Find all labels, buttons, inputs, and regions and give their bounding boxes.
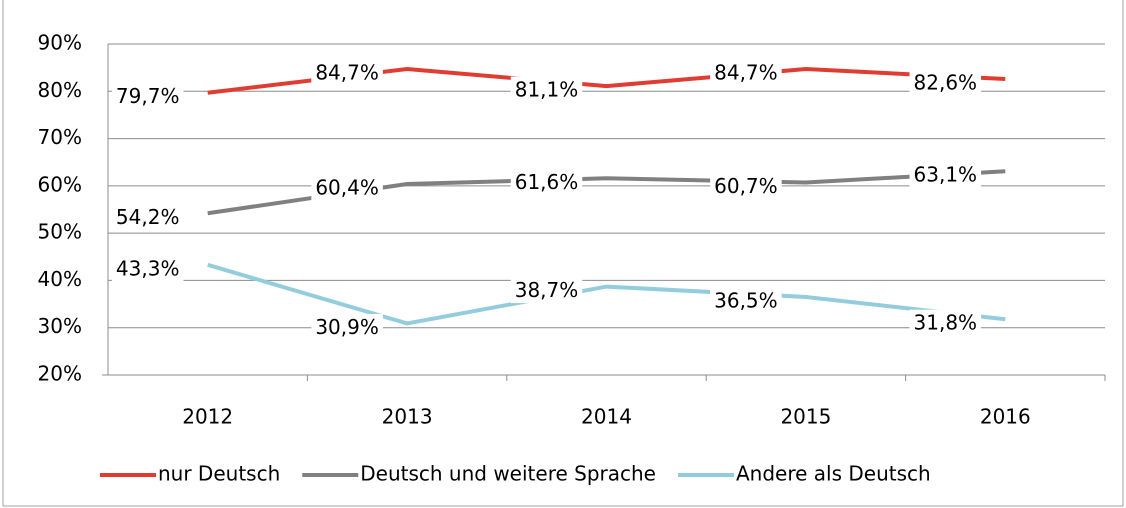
x-tick-label: 2015 [780, 405, 831, 429]
data-label-bg [311, 313, 383, 340]
x-tick-label: 2016 [980, 405, 1031, 429]
data-label: 30,9% [315, 315, 379, 339]
data-label-group: 54,2% [111, 203, 184, 230]
y-tick-label: 70% [38, 125, 82, 149]
data-label: 61,6% [515, 170, 579, 194]
data-label-group: 61,6% [510, 168, 583, 195]
data-label-group: 84,7% [311, 59, 383, 86]
y-tick-label: 80% [38, 78, 82, 102]
y-tick-label: 50% [38, 220, 82, 244]
legend-label: nur Deutsch [158, 462, 280, 486]
data-label: 31,8% [914, 311, 978, 335]
data-label-group: 36,5% [710, 287, 782, 314]
data-label: 38,7% [515, 278, 579, 302]
data-label: 60,4% [315, 175, 379, 199]
data-label-bg [710, 59, 782, 86]
data-label-group: 31,8% [909, 309, 982, 336]
data-label-group: 30,9% [311, 313, 383, 340]
data-label: 82,6% [914, 70, 978, 94]
data-label: 84,7% [714, 61, 778, 85]
legend-label: Deutsch und weitere Sprache [360, 462, 656, 486]
x-tick-label: 2014 [581, 405, 632, 429]
y-tick-label: 90% [38, 31, 82, 55]
data-label-group: 84,7% [710, 59, 782, 86]
data-label-bg [510, 76, 583, 103]
data-label-bg [311, 174, 383, 201]
data-label-bg [710, 173, 782, 200]
data-label: 43,3% [116, 256, 180, 280]
y-tick-label: 30% [38, 314, 82, 338]
data-label-bg [311, 59, 383, 86]
data-label-group: 82,6% [909, 69, 982, 96]
data-label-bg [710, 287, 782, 314]
data-label-group: 79,7% [111, 83, 184, 110]
data-label-bg [909, 161, 982, 188]
data-label: 84,7% [315, 61, 379, 85]
data-label-bg [111, 83, 184, 110]
data-label: 79,7% [116, 84, 180, 108]
legend-label: Andere als Deutsch [736, 462, 931, 486]
data-label-bg [510, 168, 583, 195]
y-tick-label: 40% [38, 267, 82, 291]
data-label-bg [111, 203, 184, 230]
data-label-bg [111, 255, 184, 282]
data-label: 63,1% [914, 163, 978, 187]
data-label: 36,5% [714, 288, 778, 312]
data-label-bg [909, 309, 982, 336]
data-label-bg [510, 277, 583, 304]
x-tick-label: 2012 [182, 405, 233, 429]
x-tick-label: 2013 [382, 405, 433, 429]
data-label: 60,7% [714, 174, 778, 198]
data-label-group: 43,3% [111, 255, 184, 282]
data-label: 54,2% [116, 205, 180, 229]
data-label-group: 60,4% [311, 174, 383, 201]
series-line [207, 262, 1006, 326]
data-label-group: 38,7% [510, 277, 583, 304]
data-label: 81,1% [515, 78, 579, 102]
y-tick-label: 60% [38, 172, 82, 196]
data-label-group: 60,7% [710, 173, 782, 200]
data-label-bg [909, 69, 982, 96]
y-tick-label: 20% [38, 362, 82, 386]
data-label-group: 63,1% [909, 161, 982, 188]
data-label-group: 81,1% [510, 76, 583, 103]
